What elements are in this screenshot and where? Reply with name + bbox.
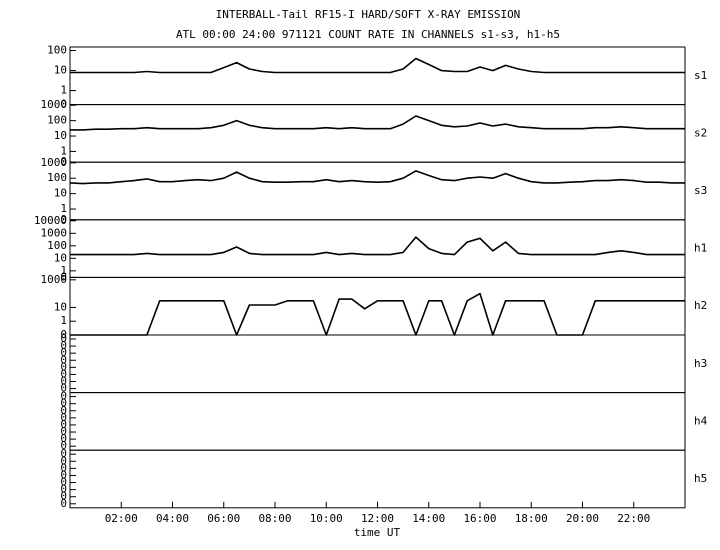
y-tick-label: 0 bbox=[60, 98, 67, 111]
y-tick-label: 1 bbox=[60, 314, 67, 327]
x-tick-label: 20:00 bbox=[566, 512, 599, 525]
x-tick-label: 22:00 bbox=[617, 512, 650, 525]
y-tick-label: 1 bbox=[60, 202, 67, 215]
y-tick-label: 0 bbox=[60, 418, 67, 431]
panel-frame bbox=[69, 449, 686, 509]
y-tick-label: 0 bbox=[60, 367, 67, 380]
x-tick-label: 08:00 bbox=[258, 512, 291, 525]
y-tick-label: 1 bbox=[60, 264, 67, 277]
data-line bbox=[70, 57, 685, 74]
y-tick-label: 0 bbox=[60, 404, 67, 417]
x-axis-label: time UT bbox=[354, 526, 401, 539]
x-tick-label: 16:00 bbox=[463, 512, 496, 525]
y-tick-label: 0 bbox=[60, 490, 67, 503]
y-tick-label: 0 bbox=[60, 339, 67, 352]
y-tick-label: 10 bbox=[54, 129, 67, 142]
x-tick-label: 12:00 bbox=[361, 512, 394, 525]
panel-label: h1 bbox=[694, 242, 707, 255]
x-tick-label: 02:00 bbox=[105, 512, 138, 525]
y-tick-label: 0 bbox=[60, 454, 67, 467]
x-tick-label: 10:00 bbox=[310, 512, 343, 525]
x-tick-label: 14:00 bbox=[412, 512, 445, 525]
y-tick-label: 10 bbox=[54, 300, 67, 313]
panel-label: h5 bbox=[694, 472, 707, 485]
x-tick-label: 18:00 bbox=[515, 512, 548, 525]
chart-title: INTERBALL-Tail RF15-I HARD/SOFT X-RAY EM… bbox=[216, 8, 521, 21]
data-line bbox=[70, 236, 685, 256]
y-tick-label: 0 bbox=[60, 332, 67, 345]
panel-frame bbox=[69, 104, 686, 163]
y-tick-label: 0 bbox=[60, 468, 67, 481]
y-tick-label: 10 bbox=[54, 64, 67, 77]
chart-subtitle: ATL 00:00 24:00 971121 COUNT RATE IN CHA… bbox=[176, 28, 560, 41]
y-tick-label: 0 bbox=[60, 497, 67, 510]
y-tick-label: 0 bbox=[60, 483, 67, 496]
panel-frame bbox=[69, 46, 686, 106]
y-tick-label: 0 bbox=[60, 476, 67, 489]
data-line bbox=[69, 170, 685, 185]
panel-label: s1 bbox=[694, 69, 707, 82]
y-tick-label: 0 bbox=[60, 155, 67, 168]
y-tick-label: 0 bbox=[60, 328, 67, 341]
panel-label: h2 bbox=[694, 299, 707, 312]
y-tick-label: 0 bbox=[60, 432, 67, 445]
y-tick-label: 100 bbox=[47, 239, 67, 252]
y-tick-label: 0 bbox=[60, 360, 67, 373]
x-tick-label: 04:00 bbox=[156, 512, 189, 525]
y-tick-label: 1 bbox=[60, 144, 67, 157]
data-line bbox=[70, 292, 685, 336]
y-tick-label: 10 bbox=[54, 187, 67, 200]
panel-frame bbox=[69, 334, 686, 394]
y-tick-label: 1 bbox=[60, 84, 67, 97]
y-tick-label: 1000 bbox=[41, 273, 68, 286]
panel-frame bbox=[69, 219, 686, 278]
y-tick-label: 100 bbox=[47, 114, 67, 127]
x-tick-label: 06:00 bbox=[207, 512, 240, 525]
y-tick-label: 100 bbox=[47, 44, 67, 57]
y-tick-label: 0 bbox=[60, 461, 67, 474]
panel-frame bbox=[69, 392, 686, 451]
panel-label: h3 bbox=[694, 357, 707, 370]
y-tick-label: 0 bbox=[60, 390, 67, 403]
y-tick-label: 0 bbox=[60, 353, 67, 366]
panel-label: s2 bbox=[694, 126, 707, 139]
y-tick-label: 0 bbox=[60, 439, 67, 452]
y-tick-label: 0 bbox=[60, 382, 67, 395]
y-tick-label: 0 bbox=[60, 425, 67, 438]
data-line bbox=[70, 115, 685, 131]
y-tick-label: 0 bbox=[60, 213, 67, 226]
y-tick-label: 1000 bbox=[41, 226, 68, 239]
panel-label: h4 bbox=[694, 414, 708, 427]
y-tick-label: 0 bbox=[60, 447, 67, 460]
y-tick-label: 10000 bbox=[34, 214, 67, 227]
y-tick-label: 0 bbox=[60, 411, 67, 424]
y-tick-label: 1000 bbox=[41, 98, 68, 111]
y-tick-label: 0 bbox=[60, 397, 67, 410]
panel-label: s3 bbox=[694, 184, 707, 197]
y-tick-label: 1000 bbox=[41, 156, 68, 169]
y-tick-label: 0 bbox=[60, 270, 67, 283]
panel-frame bbox=[69, 161, 686, 221]
y-tick-label: 0 bbox=[60, 346, 67, 359]
y-tick-label: 100 bbox=[47, 171, 67, 184]
y-tick-label: 0 bbox=[60, 375, 67, 388]
y-tick-label: 10 bbox=[54, 251, 67, 264]
